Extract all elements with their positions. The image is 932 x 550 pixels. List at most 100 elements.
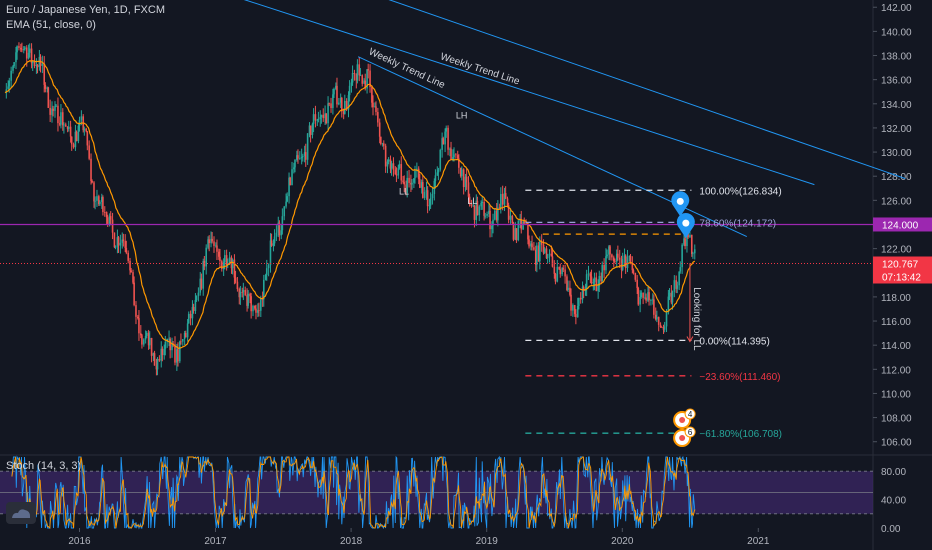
candle-body (648, 292, 650, 301)
candle-body (431, 194, 434, 199)
candle-body (562, 268, 565, 270)
candle-body (364, 80, 367, 89)
candle-body (411, 182, 413, 185)
candle-body (589, 273, 592, 277)
candle-body (171, 343, 173, 351)
candle-body (192, 307, 195, 311)
event-pin-icon[interactable] (676, 212, 695, 239)
candle-body (210, 238, 212, 244)
candle-body (556, 266, 559, 282)
candle-body (90, 158, 92, 181)
candle-body (398, 164, 401, 169)
candle-body (147, 332, 150, 346)
candle-body (488, 210, 490, 215)
candle-body (347, 95, 350, 110)
candle-body (221, 261, 223, 269)
symbol-title[interactable]: Euro / Japanese Yen, 1D, FXCM (6, 4, 165, 16)
x-tick-label: 2021 (747, 536, 770, 547)
candle-body (377, 112, 379, 123)
event-pin-icon[interactable] (671, 191, 690, 217)
swing-label: LL (399, 186, 409, 196)
candle-body (631, 263, 634, 271)
ema-line[interactable] (4, 60, 696, 349)
candle-body (197, 292, 200, 297)
candle-body (665, 311, 668, 327)
weekly-trend-line[interactable] (0, 0, 815, 186)
candle-body (293, 167, 295, 170)
candle-body (55, 105, 57, 107)
candle-body (269, 240, 272, 266)
current-price-tag[interactable] (873, 256, 932, 284)
y-tick-label: 126.00 (881, 196, 912, 207)
candle-body (406, 177, 408, 194)
dividend-badge-icon[interactable]: 6 (673, 426, 696, 447)
trend-line-label: Weekly Trend Line (367, 46, 447, 91)
x-tick-label: 2016 (68, 536, 91, 547)
y-tick-label: 110.00 (881, 389, 911, 400)
candle-body (27, 52, 30, 59)
candle-body (111, 219, 114, 233)
candle-body (30, 48, 33, 64)
stoch-y-tick-label: 80.00 (881, 467, 906, 478)
ema-legend[interactable]: EMA (51, close, 0) (6, 19, 96, 31)
candle-body (509, 215, 512, 220)
candle-body (389, 159, 392, 169)
candle-body (341, 97, 343, 112)
candle-body (567, 287, 569, 290)
candle-body (205, 247, 207, 267)
stoch-k-line[interactable] (11, 455, 696, 530)
candle-body (572, 305, 574, 311)
candle-body (43, 63, 46, 85)
candle-body (436, 172, 439, 176)
candle-body (135, 305, 137, 317)
candle-body (252, 305, 254, 312)
candle-body (592, 282, 595, 284)
candle-body (480, 202, 482, 207)
candle-body (74, 131, 77, 148)
candle-body (264, 274, 267, 280)
candle-body (601, 265, 604, 282)
weekly-trend-line[interactable] (357, 56, 747, 238)
candle-body (22, 48, 25, 50)
candle-body (324, 113, 326, 119)
candle-body (314, 114, 317, 121)
cloud-logo-icon (12, 509, 30, 518)
candle-body (275, 232, 278, 237)
candle-body (600, 275, 602, 282)
candle-body (478, 206, 481, 216)
candle-body (497, 207, 499, 221)
candle-body (54, 106, 56, 111)
candle-body (174, 344, 176, 363)
candle-body (342, 111, 345, 114)
candle-body (684, 238, 686, 247)
candle-body (181, 339, 184, 342)
candle-body (306, 133, 309, 160)
candle-body (272, 243, 275, 246)
candle-body (238, 289, 241, 298)
candle-body (142, 339, 145, 345)
candle-body (78, 119, 81, 126)
dividend-badge-icon[interactable]: 4 (673, 408, 696, 429)
candle-body (420, 182, 423, 188)
candle-body (63, 124, 65, 126)
candle-body (624, 255, 627, 269)
candle-body (218, 251, 220, 257)
candle-body (603, 265, 605, 271)
candle-body (381, 143, 384, 145)
candle-body (546, 254, 549, 259)
candle-body (506, 198, 509, 206)
candle-body (534, 249, 537, 265)
stoch-legend[interactable]: Stoch (14, 3, 3) (6, 460, 82, 472)
weekly-trend-line[interactable] (0, 0, 906, 180)
candle-body (41, 63, 44, 66)
candle-body (137, 316, 139, 319)
stoch-d-line[interactable] (11, 456, 696, 530)
candle-body (618, 257, 621, 260)
tradingview-logo-icon[interactable] (6, 502, 36, 524)
candle-body (297, 155, 299, 159)
candle-body (7, 86, 9, 90)
candle-body (585, 274, 588, 289)
candle-body (429, 198, 432, 206)
